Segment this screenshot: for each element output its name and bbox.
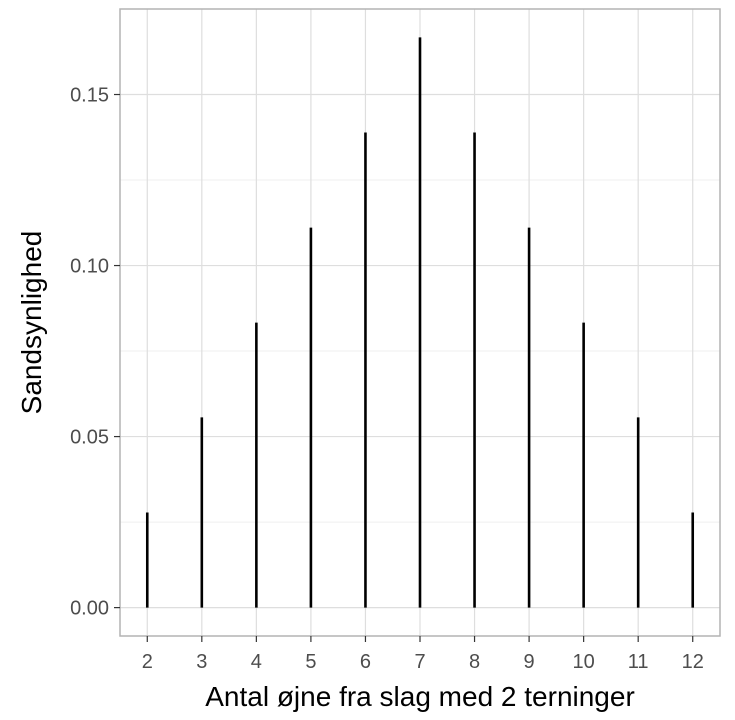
x-tick-label: 3 [196,651,207,673]
x-tick-label: 7 [414,651,425,673]
y-axis-title: Sandsynlighed [16,231,47,415]
x-tick-label: 2 [142,651,153,673]
x-tick-label: 8 [469,651,480,673]
x-tick-label: 4 [251,651,262,673]
x-tick-label: 5 [305,651,316,673]
y-tick-label: 0.00 [70,598,109,620]
bar-series [145,37,695,608]
x-tick-label: 12 [682,651,704,673]
y-tick-label: 0.10 [70,256,109,278]
y-tick-label: 0.15 [70,85,109,107]
y-axis: 0.00 0.05 0.10 0.15 [70,85,120,620]
x-axis: 2 3 4 5 6 7 8 9 10 11 12 [142,636,704,673]
x-axis-title: Antal øjne fra slag med 2 terninger [205,681,635,712]
x-tick-label: 10 [573,651,595,673]
x-tick-label: 11 [628,651,649,673]
x-tick-label: 6 [360,651,371,673]
y-tick-label: 0.05 [70,427,109,449]
x-tick-label: 9 [524,651,535,673]
